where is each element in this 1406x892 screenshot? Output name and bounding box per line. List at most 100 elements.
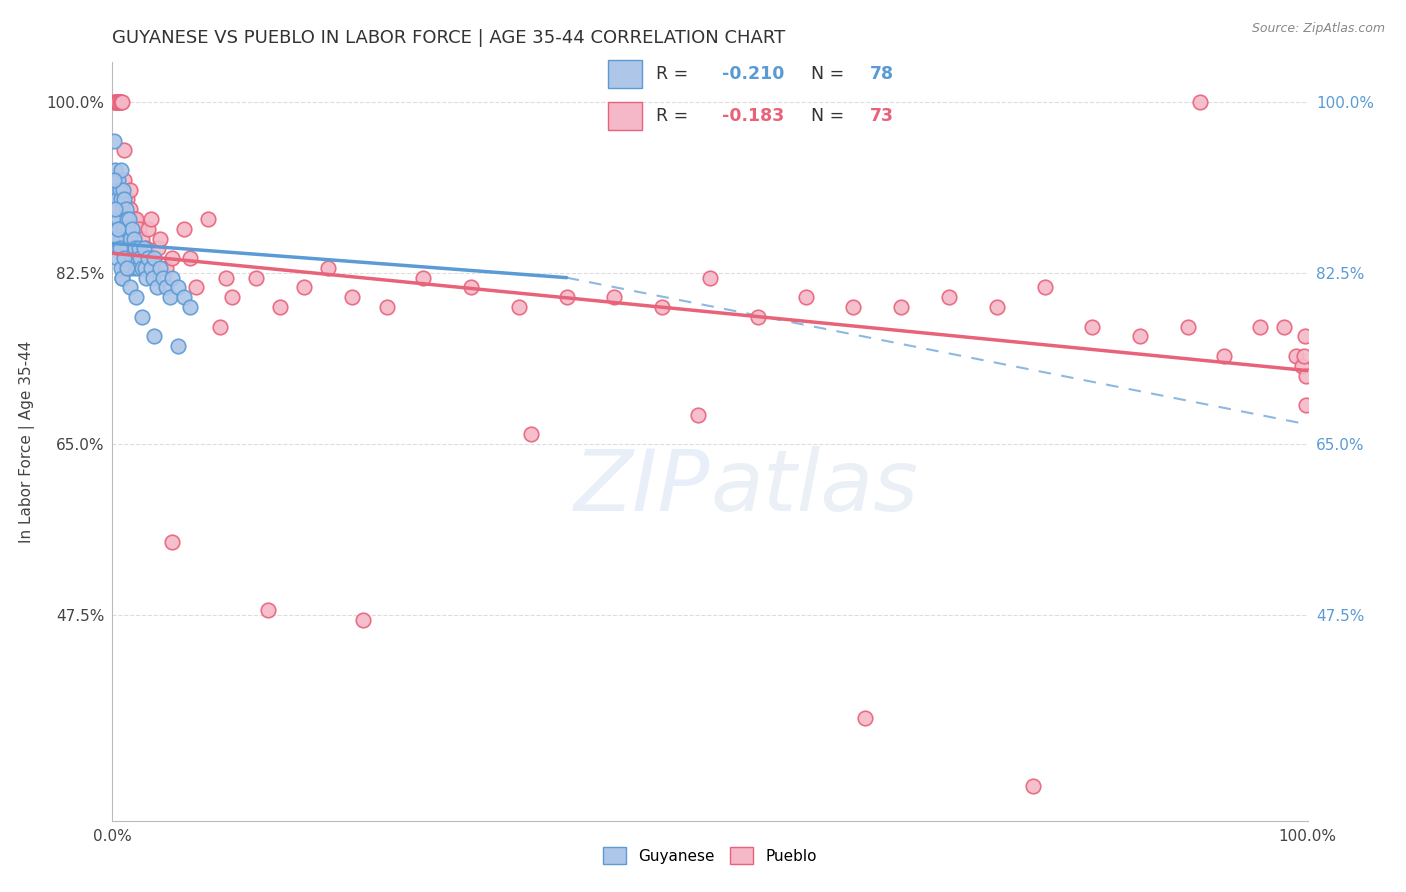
Point [104, 211, 127, 226]
Text: -0.210: -0.210 [721, 65, 785, 84]
Point [105, 251, 128, 265]
Point [107, 221, 129, 235]
Point [1129, 329, 1152, 343]
Point [110, 95, 132, 109]
Legend: Guyanese, Pueblo: Guyanese, Pueblo [598, 841, 823, 870]
Point [111, 270, 134, 285]
Point [107, 211, 129, 226]
Point [105, 95, 128, 109]
Point [108, 183, 131, 197]
Point [1295, 368, 1317, 383]
Point [121, 221, 143, 235]
Point [110, 260, 132, 275]
Point [143, 329, 166, 343]
Point [105, 95, 128, 109]
Point [121, 241, 143, 255]
Point [131, 310, 153, 324]
Point [651, 300, 673, 314]
Point [128, 221, 150, 235]
Point [114, 202, 136, 217]
Point [104, 202, 127, 217]
Point [1272, 319, 1295, 334]
Point [115, 193, 138, 207]
Point [245, 270, 267, 285]
Point [1189, 95, 1212, 109]
Point [111, 95, 134, 109]
Point [1213, 349, 1236, 363]
Point [1249, 319, 1271, 334]
Point [186, 280, 208, 294]
Point [114, 231, 136, 245]
Point [114, 173, 135, 187]
Point [115, 260, 138, 275]
Point [197, 211, 219, 226]
Point [155, 260, 177, 275]
Point [110, 231, 132, 245]
Point [520, 427, 543, 442]
Point [107, 95, 129, 109]
Point [125, 290, 148, 304]
Point [117, 251, 139, 265]
Point [115, 211, 138, 226]
Point [122, 211, 145, 226]
Point [112, 183, 135, 197]
Point [118, 241, 141, 255]
Point [890, 300, 912, 314]
Point [114, 260, 135, 275]
Point [1285, 349, 1308, 363]
Point [125, 211, 148, 226]
Point [146, 241, 169, 255]
Point [124, 241, 146, 255]
Point [139, 260, 162, 275]
Point [555, 290, 578, 304]
Point [699, 270, 721, 285]
Point [132, 241, 155, 255]
Point [107, 241, 129, 255]
Point [162, 534, 183, 549]
Point [167, 280, 190, 294]
Point [145, 280, 167, 294]
Point [292, 280, 315, 294]
Point [129, 251, 152, 265]
Point [120, 280, 142, 294]
Bar [607, 102, 643, 129]
Text: R =: R = [657, 65, 693, 84]
Point [316, 260, 339, 275]
Point [173, 221, 195, 235]
Point [1033, 280, 1056, 294]
Y-axis label: In Labor Force | Age 35-44: In Labor Force | Age 35-44 [20, 341, 35, 542]
Text: R =: R = [657, 106, 693, 125]
Point [162, 270, 183, 285]
Text: GUYANESE VS PUEBLO IN LABOR FORCE | AGE 35-44 CORRELATION CHART: GUYANESE VS PUEBLO IN LABOR FORCE | AGE … [112, 29, 786, 47]
Point [794, 290, 817, 304]
Point [103, 173, 125, 187]
Point [115, 260, 138, 275]
Point [114, 221, 135, 235]
Point [105, 221, 128, 235]
Point [108, 241, 131, 255]
Point [352, 613, 374, 627]
Point [842, 300, 865, 314]
Point [105, 231, 128, 245]
Point [108, 95, 131, 109]
Point [104, 95, 127, 109]
Point [1294, 329, 1316, 343]
Point [139, 211, 162, 226]
Point [340, 290, 363, 304]
Point [110, 163, 132, 178]
Point [108, 221, 131, 235]
Point [110, 193, 132, 207]
Point [162, 251, 183, 265]
Point [114, 241, 135, 255]
Point [142, 270, 165, 285]
Point [104, 163, 127, 178]
Text: 78: 78 [870, 65, 894, 84]
Point [138, 221, 160, 235]
Point [173, 290, 195, 304]
Point [1295, 398, 1317, 412]
Point [143, 251, 166, 265]
Point [460, 280, 482, 294]
Point [114, 251, 135, 265]
Point [114, 144, 135, 158]
Point [107, 95, 129, 109]
